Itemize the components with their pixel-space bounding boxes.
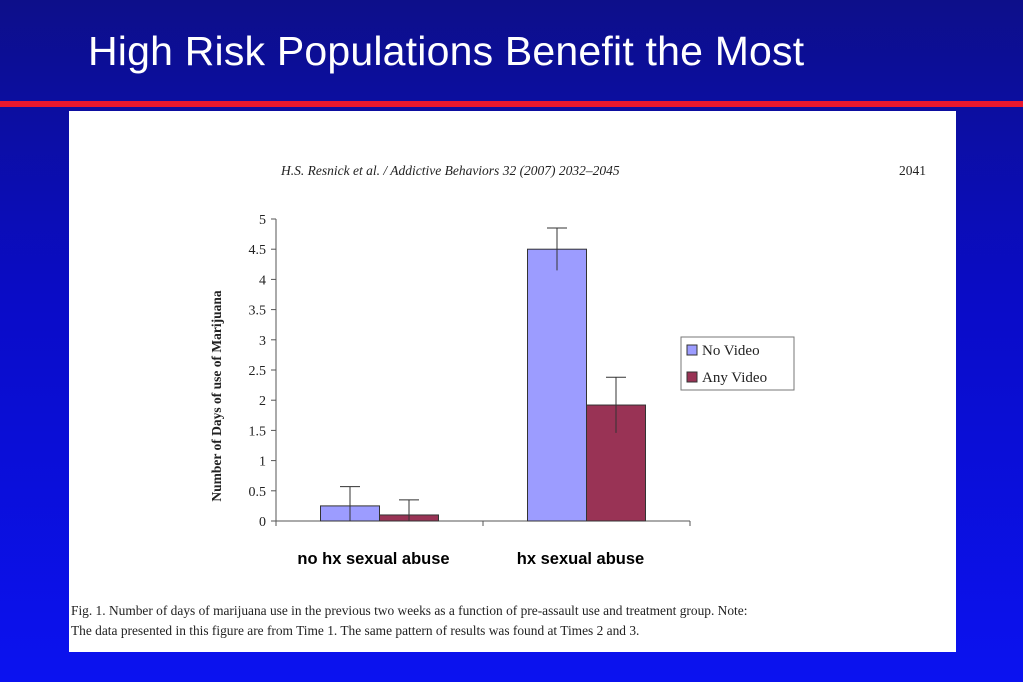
y-tick-label: 2.5: [249, 364, 267, 379]
legend-label: Any Video: [702, 370, 767, 386]
y-tick-label: 3.5: [249, 304, 267, 319]
y-axis-label: Number of Days of use of Marijuana: [209, 290, 224, 501]
page-number: 2041: [899, 163, 926, 178]
category-label: hx sexual abuse: [517, 550, 644, 568]
y-tick-label: 4: [259, 273, 266, 288]
bar-chart: Number of Days of use of Marijuana 0 0.5 1…: [209, 213, 795, 568]
caption-line-1: Fig. 1. Number of days of marijuana use …: [71, 603, 748, 618]
legend-swatch: [686, 371, 698, 383]
y-tick-label: 3: [259, 334, 266, 349]
slide-title: High Risk Populations Benefit the Most: [88, 28, 805, 74]
error-bars: [340, 227, 626, 521]
bar-no-video-2: [527, 248, 587, 522]
legend: No Video Any Video: [680, 336, 795, 391]
y-tick-label: 2: [259, 394, 266, 409]
figure-panel: H.S. Resnick et al. / Addictive Behavior…: [69, 111, 956, 652]
y-tick-label: 1: [259, 455, 266, 470]
y-tick-label: 1.5: [249, 424, 267, 439]
x-axis: [275, 520, 691, 526]
legend-box: [680, 336, 795, 391]
figure-caption: Fig. 1. Number of days of marijuana use …: [71, 601, 951, 640]
category-labels: no hx sexual abuse hx sexual abuse: [297, 550, 644, 568]
y-tick-label: 5: [259, 213, 266, 228]
y-tick-label: 0: [259, 515, 266, 530]
legend-swatch: [686, 344, 698, 356]
running-head: H.S. Resnick et al. / Addictive Behavior…: [281, 163, 620, 178]
title-divider: [0, 101, 1023, 107]
y-axis: 0 0.5 1 1.5 2 2.5 3 3.5 4 4.5 5: [249, 213, 277, 530]
y-tick-label: 0.5: [249, 485, 267, 500]
legend-label: No Video: [702, 343, 760, 359]
bars: [320, 248, 646, 522]
category-label: no hx sexual abuse: [297, 550, 449, 568]
caption-line-2: The data presented in this figure are fr…: [71, 622, 640, 638]
y-tick-label: 4.5: [249, 243, 267, 258]
